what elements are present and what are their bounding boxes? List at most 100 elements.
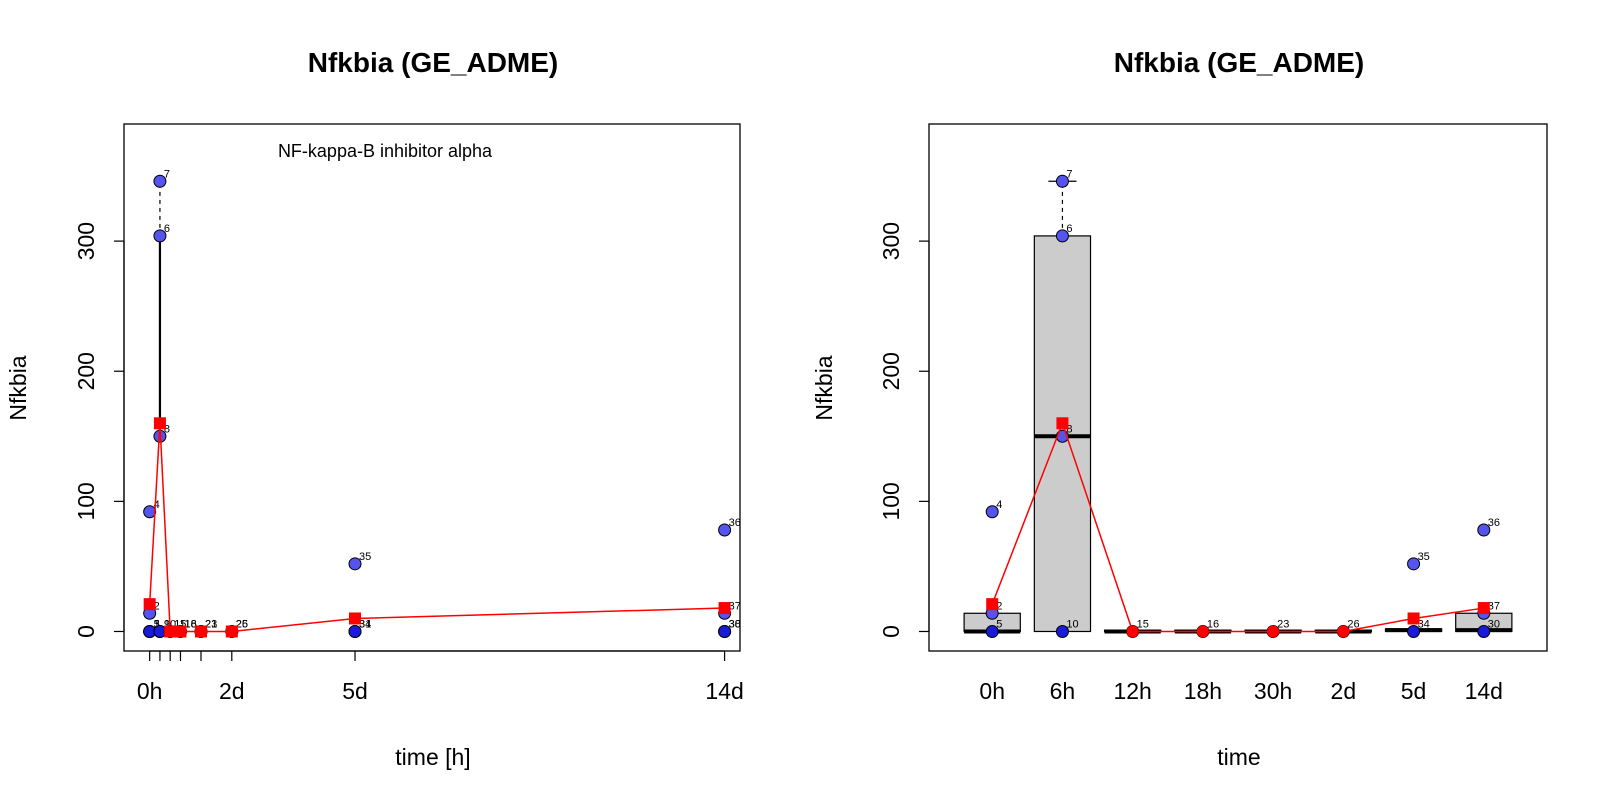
axes: 0 100 200 300 0h 2d 5d 14d bbox=[73, 222, 744, 704]
y-tick-label: 100 bbox=[73, 482, 99, 520]
data-point bbox=[1055, 229, 1069, 243]
mean-marker bbox=[1337, 625, 1350, 638]
point-label: 34 bbox=[1418, 618, 1430, 630]
point-label: 1 bbox=[154, 618, 160, 630]
point-label: 15 bbox=[1137, 618, 1149, 630]
x-tick-label: 14d bbox=[1465, 678, 1503, 704]
point-label: 23 bbox=[205, 618, 217, 630]
point-label: 5 bbox=[154, 618, 160, 630]
point-label: 35 bbox=[1418, 551, 1430, 563]
point-label: 8 bbox=[1066, 423, 1072, 435]
x-tick-label: 2d bbox=[1331, 678, 1357, 704]
mean-marker bbox=[164, 625, 177, 638]
mean-marker bbox=[174, 625, 187, 638]
point-label: 16 bbox=[1207, 618, 1219, 630]
data-point bbox=[348, 624, 362, 638]
point-label: 23 bbox=[1277, 618, 1289, 630]
x-axis-label: time [h] bbox=[395, 744, 470, 770]
point-label: 3 bbox=[154, 618, 160, 630]
point-label: 36 bbox=[729, 517, 741, 529]
plot-frame bbox=[123, 123, 741, 652]
point-label: 8 bbox=[164, 423, 170, 435]
x-tick-label: 18h bbox=[1184, 678, 1222, 704]
point-label: 16 bbox=[184, 618, 196, 630]
point-label: 10 bbox=[1066, 618, 1078, 630]
point-label: 26 bbox=[1347, 618, 1359, 630]
point-label: 26 bbox=[236, 618, 248, 630]
point-label: 31 bbox=[359, 618, 371, 630]
x-tick-label: 0h bbox=[979, 678, 1005, 704]
x-tick-label: 5d bbox=[342, 678, 368, 704]
data-point bbox=[153, 174, 167, 188]
data-point bbox=[985, 624, 999, 638]
y-tick-label: 200 bbox=[73, 352, 99, 390]
y-axis-label: Nfkbia bbox=[811, 355, 837, 420]
y-tick-label: 300 bbox=[73, 222, 99, 260]
point-label: 9 bbox=[164, 618, 170, 630]
point-label: 2 bbox=[996, 600, 1002, 612]
data-point bbox=[153, 229, 167, 243]
point-label: 2 bbox=[154, 600, 160, 612]
data-point bbox=[1407, 624, 1421, 638]
data-point bbox=[1477, 624, 1491, 638]
data-marks: 2 4 5 6 7 8 10 15 16 23 26 34 35 36 37 30 bbox=[963, 168, 1513, 638]
mean-marker bbox=[1267, 625, 1280, 638]
point-label: 34 bbox=[359, 618, 371, 630]
point-label: 37 bbox=[729, 600, 741, 612]
point-label: 30 bbox=[1488, 618, 1500, 630]
point-label: 37 bbox=[1488, 600, 1500, 612]
mean-line bbox=[148, 423, 725, 633]
x-tick-label: 5d bbox=[1401, 678, 1427, 704]
mean-marker bbox=[143, 598, 156, 611]
point-label: 25 bbox=[236, 618, 248, 630]
data-point bbox=[348, 557, 362, 571]
point-label: 35 bbox=[359, 551, 371, 563]
mean-line bbox=[991, 421, 1484, 633]
mean-marker bbox=[1056, 417, 1069, 430]
mean-marker bbox=[153, 417, 166, 430]
x-tick-label: 30h bbox=[1254, 678, 1292, 704]
x-tick-label: 0h bbox=[137, 678, 163, 704]
y-tick-label: 0 bbox=[878, 625, 904, 638]
point-label: 36 bbox=[1488, 517, 1500, 529]
mean-marker bbox=[1407, 612, 1420, 625]
point-label: 6 bbox=[164, 223, 170, 235]
point-label: 18 bbox=[184, 618, 196, 630]
point-label: 6 bbox=[1066, 223, 1072, 235]
mean-marker bbox=[195, 625, 207, 638]
mean-marker bbox=[986, 598, 999, 611]
point-label: 11 bbox=[174, 618, 185, 630]
point-label: 38 bbox=[729, 618, 741, 630]
data-point bbox=[1055, 174, 1069, 188]
gene-annotation: NF-kappa-B inhibitor alpha bbox=[278, 141, 493, 161]
y-tick-label: 0 bbox=[73, 625, 99, 638]
data-point bbox=[143, 505, 157, 519]
data-point bbox=[718, 523, 732, 537]
point-label: 21 bbox=[205, 618, 217, 630]
data-point bbox=[1055, 624, 1069, 638]
x-tick-label: 12h bbox=[1113, 678, 1151, 704]
mean-marker bbox=[718, 602, 731, 615]
plot-frame bbox=[928, 123, 1548, 652]
chart-title: Nfkbia (GE_ADME) bbox=[308, 47, 558, 78]
point-label: 7 bbox=[1066, 168, 1072, 180]
point-label: 5 bbox=[996, 618, 1002, 630]
boxplot-panel: Nfkbia (GE_ADME) time Nfkbia 01002003000… bbox=[811, 47, 1548, 770]
data-point bbox=[1407, 557, 1421, 571]
mean-marker bbox=[1126, 625, 1139, 638]
point-label: 4 bbox=[996, 499, 1002, 511]
y-tick-label: 100 bbox=[878, 482, 904, 520]
mean-marker bbox=[349, 612, 361, 625]
y-tick-label: 300 bbox=[878, 222, 904, 260]
data-point bbox=[718, 624, 732, 638]
mean-marker bbox=[1477, 602, 1490, 615]
data-point bbox=[985, 505, 999, 519]
point-label: 30 bbox=[729, 618, 741, 630]
y-tick-label: 200 bbox=[878, 352, 904, 390]
scatter-panel: Nfkbia (GE_ADME) NF-kappa-B inhibitor al… bbox=[5, 47, 744, 770]
x-tick-label: 2d bbox=[219, 678, 245, 704]
mean-marker bbox=[225, 625, 238, 638]
chart-title: Nfkbia (GE_ADME) bbox=[1114, 47, 1364, 78]
